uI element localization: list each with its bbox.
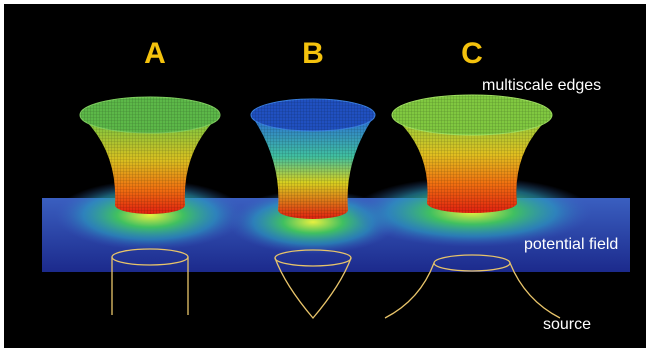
figure: A B C multiscale edges potential field s… (0, 0, 650, 352)
label-c: C (461, 37, 483, 70)
annotation-edges: multiscale edges (482, 77, 601, 94)
label-b: B (302, 37, 324, 70)
annotation-source: source (543, 316, 591, 333)
funnels (80, 95, 552, 219)
annotation-field: potential field (524, 236, 618, 253)
label-a: A (144, 37, 166, 70)
